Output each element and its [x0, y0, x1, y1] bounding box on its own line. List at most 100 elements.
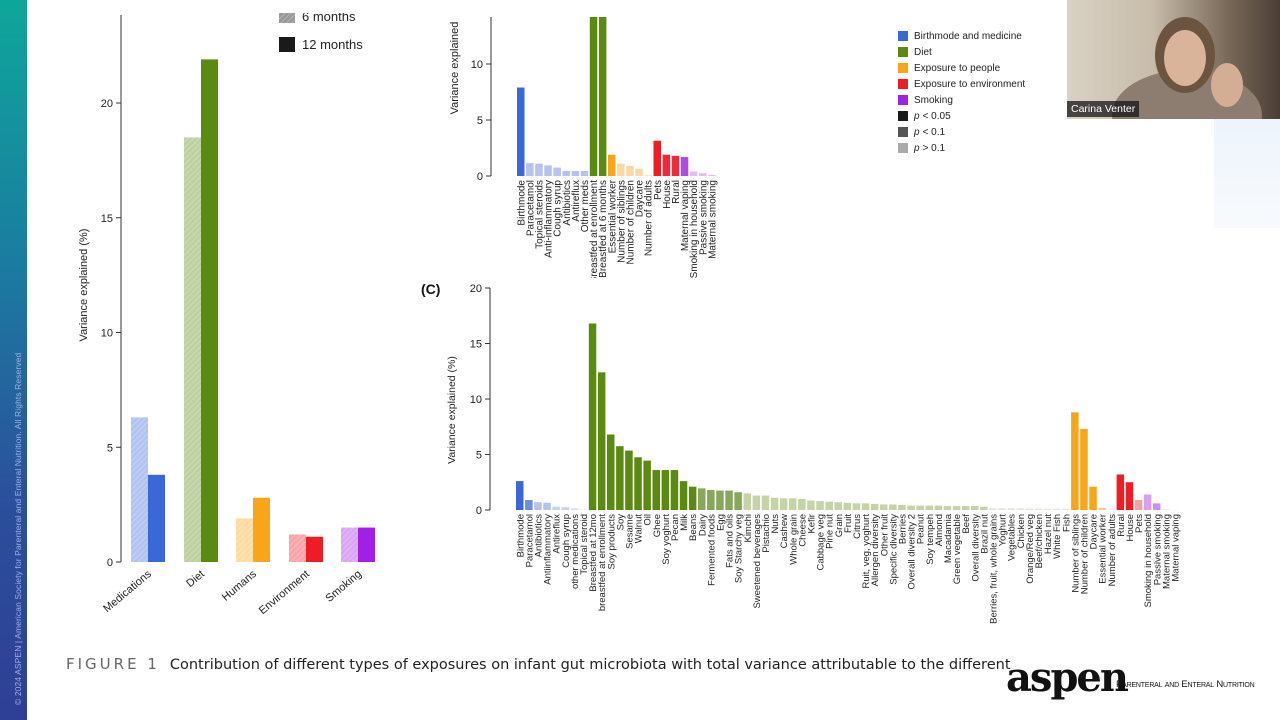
bar	[525, 500, 533, 510]
caption-text: Contribution of different types of expos…	[169, 657, 1011, 673]
bar	[1025, 508, 1034, 510]
x-tick-label: Oil	[643, 514, 654, 526]
bar	[880, 504, 888, 510]
bar	[626, 165, 634, 176]
bar	[798, 498, 806, 510]
x-tick-label: Diet	[184, 568, 207, 590]
sidebar-stripe: © 2024 ASPEN | American Society for Pare…	[0, 0, 27, 720]
x-tick-label: Smoking	[323, 568, 363, 605]
x-tick-label: Milk	[679, 514, 690, 531]
x-tick-label: Breastfed at 6 months	[598, 180, 609, 278]
legend-p-symbol: p	[914, 110, 920, 122]
bar	[861, 503, 870, 510]
x-tick-label: Egg	[715, 514, 726, 531]
x-tick-label: Nuts	[770, 514, 781, 534]
x-tick-label: Cheese	[797, 514, 808, 547]
x-tick-label: Rural	[671, 180, 682, 204]
bar	[589, 16, 598, 177]
bar	[943, 506, 952, 510]
x-tick-label: Yoghurt	[998, 514, 1009, 547]
x-tick-label: Grain	[834, 514, 845, 537]
x-tick-label: Essential worker	[1098, 514, 1109, 584]
figure-caption: FIGURE 1 Contribution of different types …	[66, 655, 1011, 673]
bar	[925, 505, 933, 510]
chart-b-6-months: 0 5 10 Variance explained BirthmodeParacetam…	[449, 16, 718, 278]
x-tick-label: Citrus	[852, 514, 863, 539]
bar	[834, 502, 842, 510]
x-tick-label: Orange/Red veg	[1025, 514, 1036, 584]
legend-item: Exposure to environment	[898, 76, 1025, 92]
x-tick-label: Cough syrup	[561, 514, 572, 568]
bar-hatch	[289, 534, 306, 562]
legend-item: Smoking	[898, 92, 1025, 108]
x-tick-label: Sweetened beverages	[752, 514, 763, 609]
x-tick-label: Ruit, veg, yoghurt	[861, 514, 872, 589]
x-tick-label: Maternal vaping	[680, 180, 691, 251]
x-tick-label: Other fruit	[879, 514, 890, 557]
bar	[635, 168, 643, 176]
figure-label: FIGURE 1	[66, 655, 160, 673]
legend-label: Exposure to environment	[914, 78, 1026, 90]
x-tick-label: Walnut	[634, 514, 645, 544]
bar	[707, 490, 715, 510]
bar	[852, 503, 861, 510]
legend-swatch	[898, 143, 908, 153]
x-tick-label: Macadamia	[943, 513, 954, 563]
bar	[989, 508, 997, 510]
bar-12-months	[201, 59, 218, 563]
bar	[616, 446, 624, 510]
x-tick-label: Antibiotics	[533, 514, 544, 558]
aspen-logo: aspen Parenteral and Enteral Nutrition	[1006, 668, 1280, 702]
x-tick-label: Cashew	[779, 514, 790, 548]
x-tick-label: Dairy	[697, 514, 708, 536]
x-tick-label: Hazel nut	[1043, 514, 1054, 554]
legend-swatch-12-months	[279, 37, 295, 52]
y-axis-label: Variance explained (%)	[78, 229, 90, 342]
y-tick-label: 15	[470, 339, 482, 351]
x-tick-label: Pine nut	[825, 514, 836, 549]
bar	[1125, 482, 1134, 510]
bar	[597, 372, 606, 510]
legend-label: Diet	[914, 46, 932, 58]
bar	[543, 502, 551, 510]
bar-12-months	[306, 536, 323, 562]
y-tick-label: 0	[476, 505, 482, 517]
bar	[1134, 500, 1143, 510]
x-tick-label: breastfed at enrollment	[597, 514, 608, 612]
y-tick-label: 20	[101, 98, 113, 110]
x-tick-label: White Fish	[1052, 514, 1063, 559]
bar	[1153, 503, 1161, 510]
legend-swatch	[898, 111, 908, 121]
legend-swatch	[898, 63, 908, 73]
bar	[843, 502, 852, 510]
bar	[553, 167, 561, 176]
legend-item: p < 0.05	[898, 108, 1025, 124]
legend-clip-mask	[270, 0, 400, 13]
legend-p-symbol: p	[914, 142, 920, 154]
bar	[807, 500, 815, 510]
bar	[952, 506, 961, 510]
bar	[679, 481, 688, 510]
legend-swatch	[898, 127, 908, 137]
panel-c-label: (C)	[421, 281, 441, 297]
bar	[1107, 509, 1115, 510]
x-tick-label: Overall diversity 2	[907, 514, 918, 590]
x-tick-label: Breastfed at enrollment	[589, 180, 600, 278]
bar	[889, 504, 897, 510]
bar	[961, 506, 970, 510]
bar	[770, 497, 779, 510]
bar	[816, 501, 824, 510]
x-tick-label: Number of siblings	[1070, 514, 1081, 593]
bar	[1062, 508, 1070, 510]
x-tick-label: Topical steroids	[534, 180, 545, 249]
bar	[552, 506, 560, 510]
bar	[516, 481, 524, 510]
bar	[617, 163, 625, 176]
logo-tagline: Parenteral and Enteral Nutrition	[1116, 679, 1255, 690]
legend-label: < 0.1	[922, 126, 946, 138]
x-tick-label: Passive smoking	[698, 180, 709, 255]
bar-12-months	[253, 497, 270, 562]
y-tick-label: 10	[101, 328, 113, 340]
x-tick-label: Smoking in household	[1143, 514, 1154, 607]
